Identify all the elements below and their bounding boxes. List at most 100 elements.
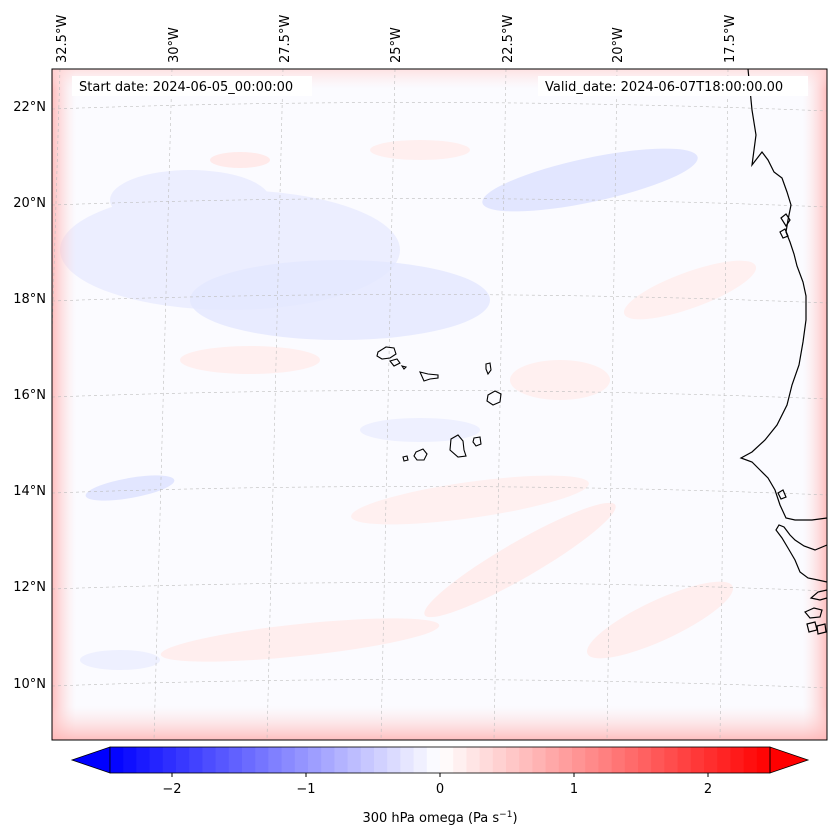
colorbar-step [704,747,718,773]
lat-label-18n: 18°N [13,292,46,307]
graticule-meridian [380,69,396,740]
island-fogo [413,448,428,461]
island-santo-antao [376,346,397,360]
colorbar-step [624,747,639,773]
colorbar-step [558,747,573,773]
colorbar-step [334,747,349,773]
colorbar-ticks [171,773,709,777]
colorbar-step [294,747,309,773]
graticule-meridian [606,69,618,740]
colorbar-step [440,747,454,773]
colorbar-step [519,747,533,773]
colorbar-step [281,747,296,773]
colorbar-step [756,747,771,773]
coast-islet-3 [777,489,787,500]
edge-left [52,69,76,740]
graticule-parallel [52,390,827,400]
colorbar-step [308,747,322,773]
colorbar-step [202,747,217,773]
coast-bijagos [804,607,827,635]
colorbar-step [242,747,256,773]
colorbar-step [506,747,520,773]
colorbar: −2 −1 0 1 2 300 hPa omega (Pa s−1) [70,746,810,826]
graticule-meridian [493,69,507,740]
colorbar-extend-max [769,746,810,774]
colorbar-step [611,747,626,773]
colorbar-step [730,747,745,773]
colorbar-label: 300 hPa omega (Pa s−1) [362,810,517,826]
map-frame [51,68,828,741]
graticule [52,69,827,740]
coast-mauritania-senegal [739,69,827,521]
colorbar-step [374,747,388,773]
colorbar-step [585,747,599,773]
edge-right [803,69,827,740]
colorbar-step [189,747,203,773]
lat-label-22n: 22°N [13,100,46,115]
colorbar-step [360,747,375,773]
cbar-tick-neg1: −1 [296,782,315,797]
cape-verde-islands [376,346,502,462]
graticule-meridian [719,69,729,740]
graticule-parallel [52,102,827,112]
colorbar-step [123,747,137,773]
lon-label-30w: 30°W [167,27,182,63]
coast-gambia-guinea [775,524,827,583]
graticule-parallel [52,198,827,208]
graticule-parallel [52,679,827,689]
start-date-label: Start date: 2024-06-05_00:00:00 [79,80,293,95]
colorbar-extend-min [70,746,111,774]
colorbar-step [453,747,467,773]
colorbar-step [598,747,613,773]
coast-islet-1 [780,213,791,228]
colorbar-step [321,747,335,773]
cbar-tick-1: 1 [570,782,578,797]
lon-label-17-5w: 17.5°W [723,15,738,63]
colorbar-step [743,747,758,773]
longitude-labels: 32.5°W 30°W 27.5°W 25°W 22.5°W 20°W 17.5… [55,15,738,63]
lon-label-32-5w: 32.5°W [55,15,70,63]
island-santiago [449,434,467,458]
graticule-parallel [52,294,827,304]
island-sao-vicente [389,358,401,367]
colorbar-step [136,747,151,773]
west-africa-coastline [739,69,827,635]
colorbar-step [162,747,177,773]
island-boa-vista [486,390,502,406]
island-maio [472,436,482,447]
colorbar-step [400,747,415,773]
colorbar-step [255,747,269,773]
lat-label-12n: 12°N [13,580,46,595]
colorbar-step [664,747,679,773]
start-date-bg [72,76,312,96]
colorbar-step [387,747,401,773]
colorbar-step [638,747,652,773]
valid-date-label: Valid_date: 2024-06-07T18:00:00.00 [545,80,783,95]
colorbar-step [149,747,164,773]
valid-date-bg [538,76,808,96]
colorbar-step [545,747,560,773]
graticule-parallel [52,582,827,592]
colorbar-step [651,747,665,773]
island-santa-luzia [400,365,408,370]
colorbar-step [426,747,441,773]
omega-field [60,140,757,670]
island-brava [402,455,409,462]
graticule-meridian [266,69,284,740]
lat-label-14n: 14°N [13,484,46,499]
colorbar-step [572,747,586,773]
colorbar-step [215,747,230,773]
coast-islet-2 [779,228,789,239]
lon-label-27-5w: 27.5°W [278,15,293,63]
colorbar-step [268,747,283,773]
cbar-tick-0: 0 [436,782,444,797]
colorbar-step [110,747,124,773]
island-sal [485,362,492,376]
colorbar-step [228,747,243,773]
lat-label-10n: 10°N [13,677,46,692]
lon-label-25w: 25°W [389,27,404,63]
lon-label-20w: 20°W [611,27,626,63]
graticule-meridian [153,69,173,740]
colorbar-step [690,747,705,773]
colorbar-step [413,747,428,773]
